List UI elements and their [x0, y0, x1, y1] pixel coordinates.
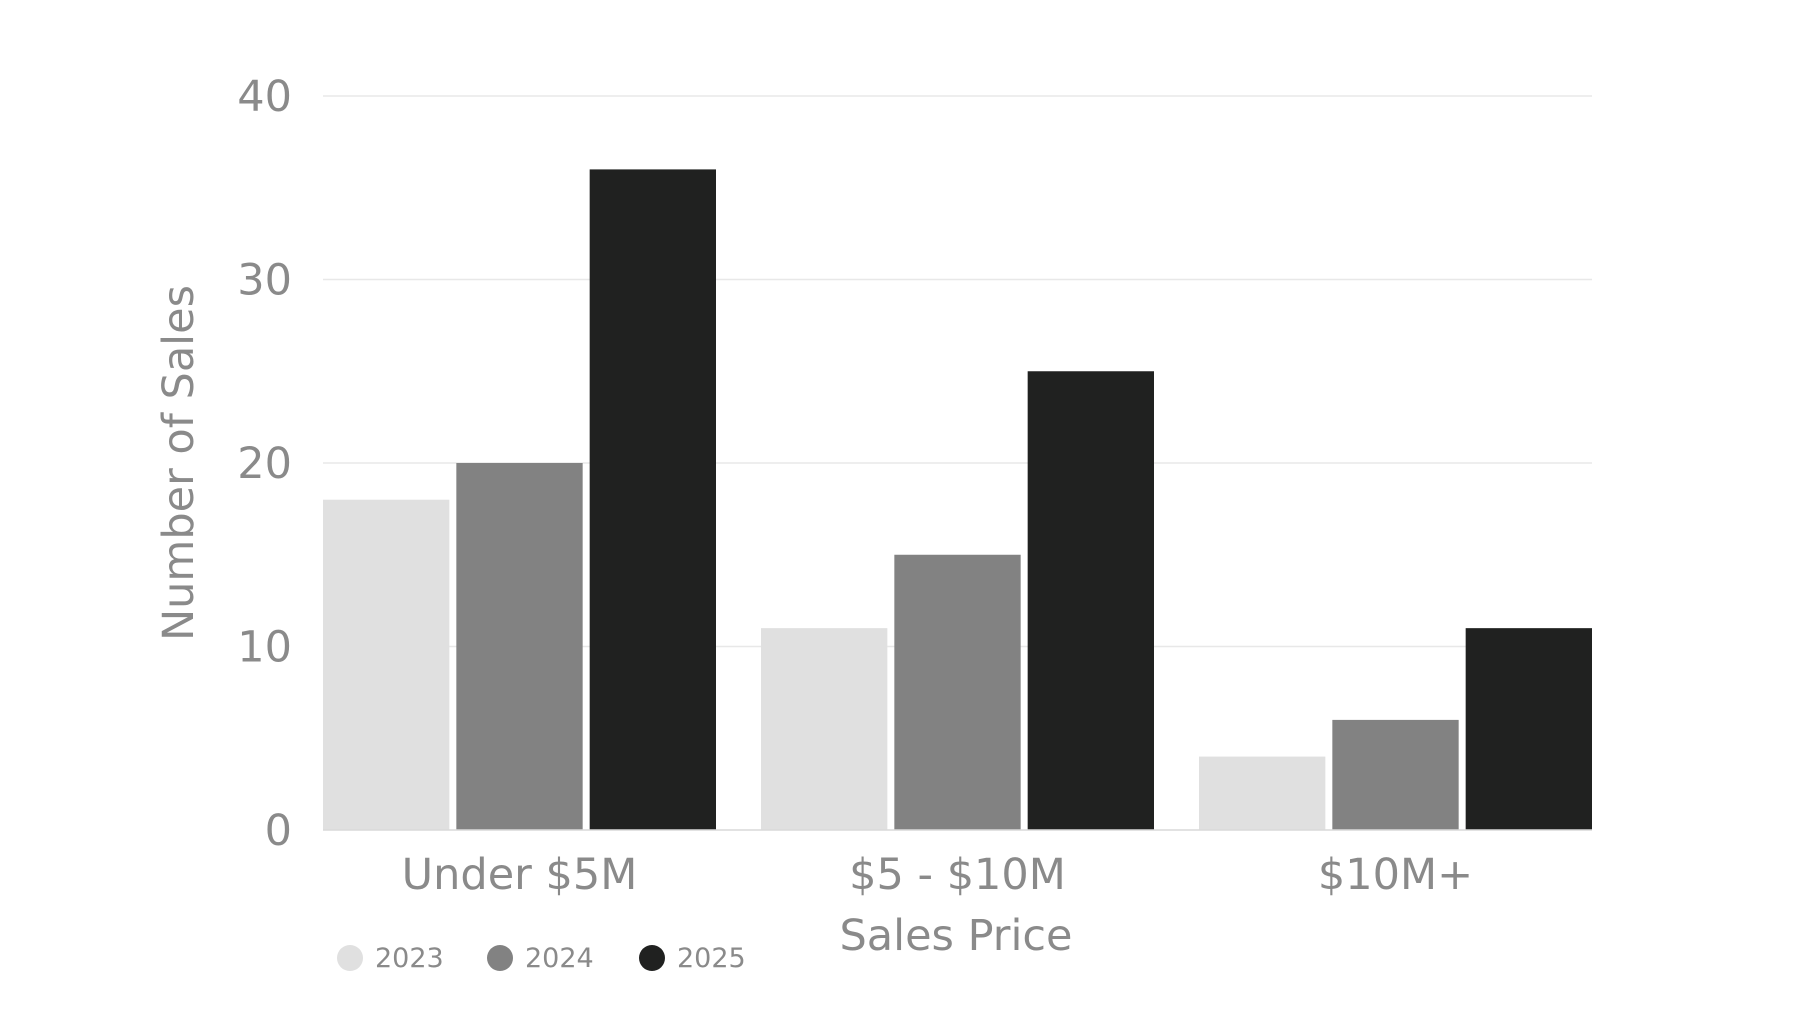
bar-2024-0: [456, 463, 583, 830]
legend-label: 2023: [375, 943, 444, 974]
legend-marker-2024: [487, 945, 513, 971]
bar-2025-1: [1027, 371, 1154, 830]
bar-2023-2: [1199, 756, 1326, 830]
y-tick-label: 40: [237, 72, 292, 122]
bars: [323, 169, 1592, 830]
x-tick-label: Under $5M: [402, 850, 638, 900]
bar-2025-2: [1465, 628, 1592, 830]
legend: 2023 2024 2025: [337, 943, 746, 974]
axes: 0 10 20 30 40 Under $5M $5 - $10M $10M+: [237, 72, 1592, 900]
bar-2025-0: [589, 169, 716, 830]
y-tick-label: 10: [237, 623, 292, 673]
y-axis-label: Number of Sales: [154, 285, 204, 641]
y-tick-label: 20: [237, 439, 292, 489]
y-tick-label: 0: [265, 806, 292, 856]
x-tick-label: $5 - $10M: [849, 850, 1066, 900]
legend-marker-2023: [337, 945, 363, 971]
legend-label: 2025: [677, 943, 746, 974]
bar-2023-1: [761, 628, 888, 830]
y-tick-label: 30: [237, 256, 292, 306]
bar-2023-0: [323, 499, 450, 830]
legend-label: 2024: [525, 943, 594, 974]
x-axis-label: Sales Price: [839, 911, 1072, 961]
x-tick-label: $10M+: [1318, 850, 1473, 900]
legend-marker-2025: [639, 945, 665, 971]
bar-2024-1: [894, 554, 1021, 830]
bar-2024-2: [1332, 719, 1459, 830]
